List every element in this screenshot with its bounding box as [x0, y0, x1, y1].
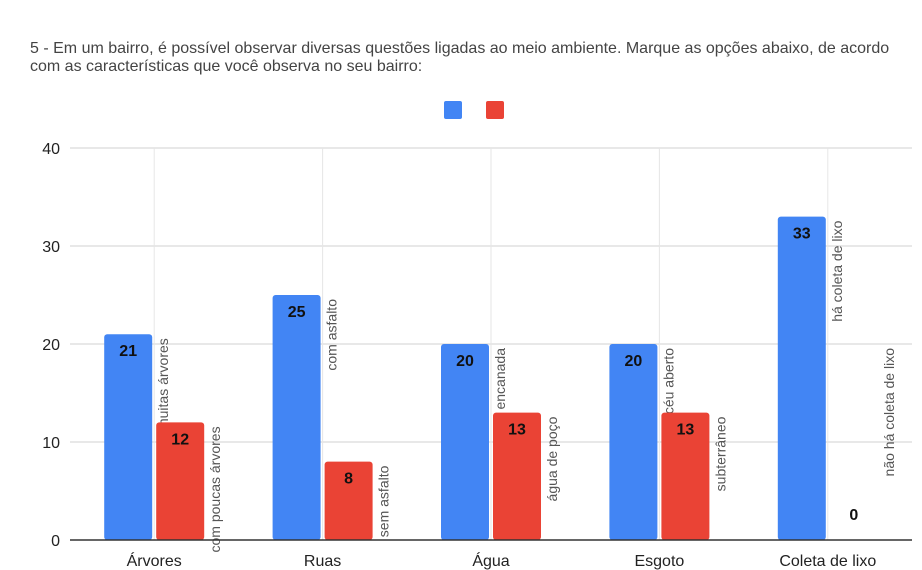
- chart-title: 5 - Em um bairro, é possível observar di…: [30, 40, 890, 75]
- x-category-label: Coleta de lixo: [779, 553, 876, 570]
- bar-value-label: 12: [171, 431, 189, 448]
- bar-value-label: 21: [119, 343, 137, 360]
- bar-2-3: [661, 412, 710, 540]
- bar-value-label: 25: [288, 304, 306, 321]
- bar-1-1: [272, 295, 321, 540]
- y-tick-label: 0: [51, 533, 60, 550]
- y-tick-label: 20: [42, 337, 60, 354]
- y-tick-label: 10: [42, 435, 60, 452]
- bar-text-label: não há coleta de lixo: [881, 348, 897, 477]
- bar-value-label: 20: [625, 353, 643, 370]
- bar-1-3: [609, 344, 658, 540]
- y-tick-label: 40: [42, 141, 60, 158]
- bar-text-label: a céu aberto: [660, 348, 676, 426]
- bar-2-0: [156, 422, 205, 540]
- bar-1-0: [104, 334, 153, 540]
- bar-value-label: 13: [508, 422, 526, 439]
- legend-swatch-series-2: [486, 101, 504, 119]
- bar-value-label: 8: [344, 471, 353, 488]
- bar-value-label: 13: [677, 422, 695, 439]
- x-category-label: Árvores: [127, 551, 182, 570]
- bar-1-2: [441, 344, 489, 540]
- bar-value-label: 0: [849, 507, 858, 524]
- x-category-label: Ruas: [304, 553, 341, 570]
- bar-text-label: subterrâneo: [712, 416, 728, 491]
- bar-text-label: água de poço: [544, 416, 560, 501]
- bar-2-2: [493, 412, 541, 540]
- bar-text-label: com poucas árvores: [207, 426, 223, 552]
- y-tick-label: 30: [42, 239, 60, 256]
- bar-2-1: [324, 461, 373, 540]
- bar-value-label: 33: [793, 226, 811, 243]
- bar-text-label: há coleta de lixo: [829, 220, 845, 321]
- x-category-label: Água: [472, 551, 509, 570]
- bar-text-label: sem asfalto: [376, 465, 392, 537]
- legend-swatch-series-1: [444, 101, 462, 119]
- bar-1-4: [777, 216, 826, 540]
- bar-value-label: 20: [456, 353, 474, 370]
- x-category-label: Esgoto: [634, 553, 684, 570]
- bar-text-label: com asfalto: [324, 299, 340, 371]
